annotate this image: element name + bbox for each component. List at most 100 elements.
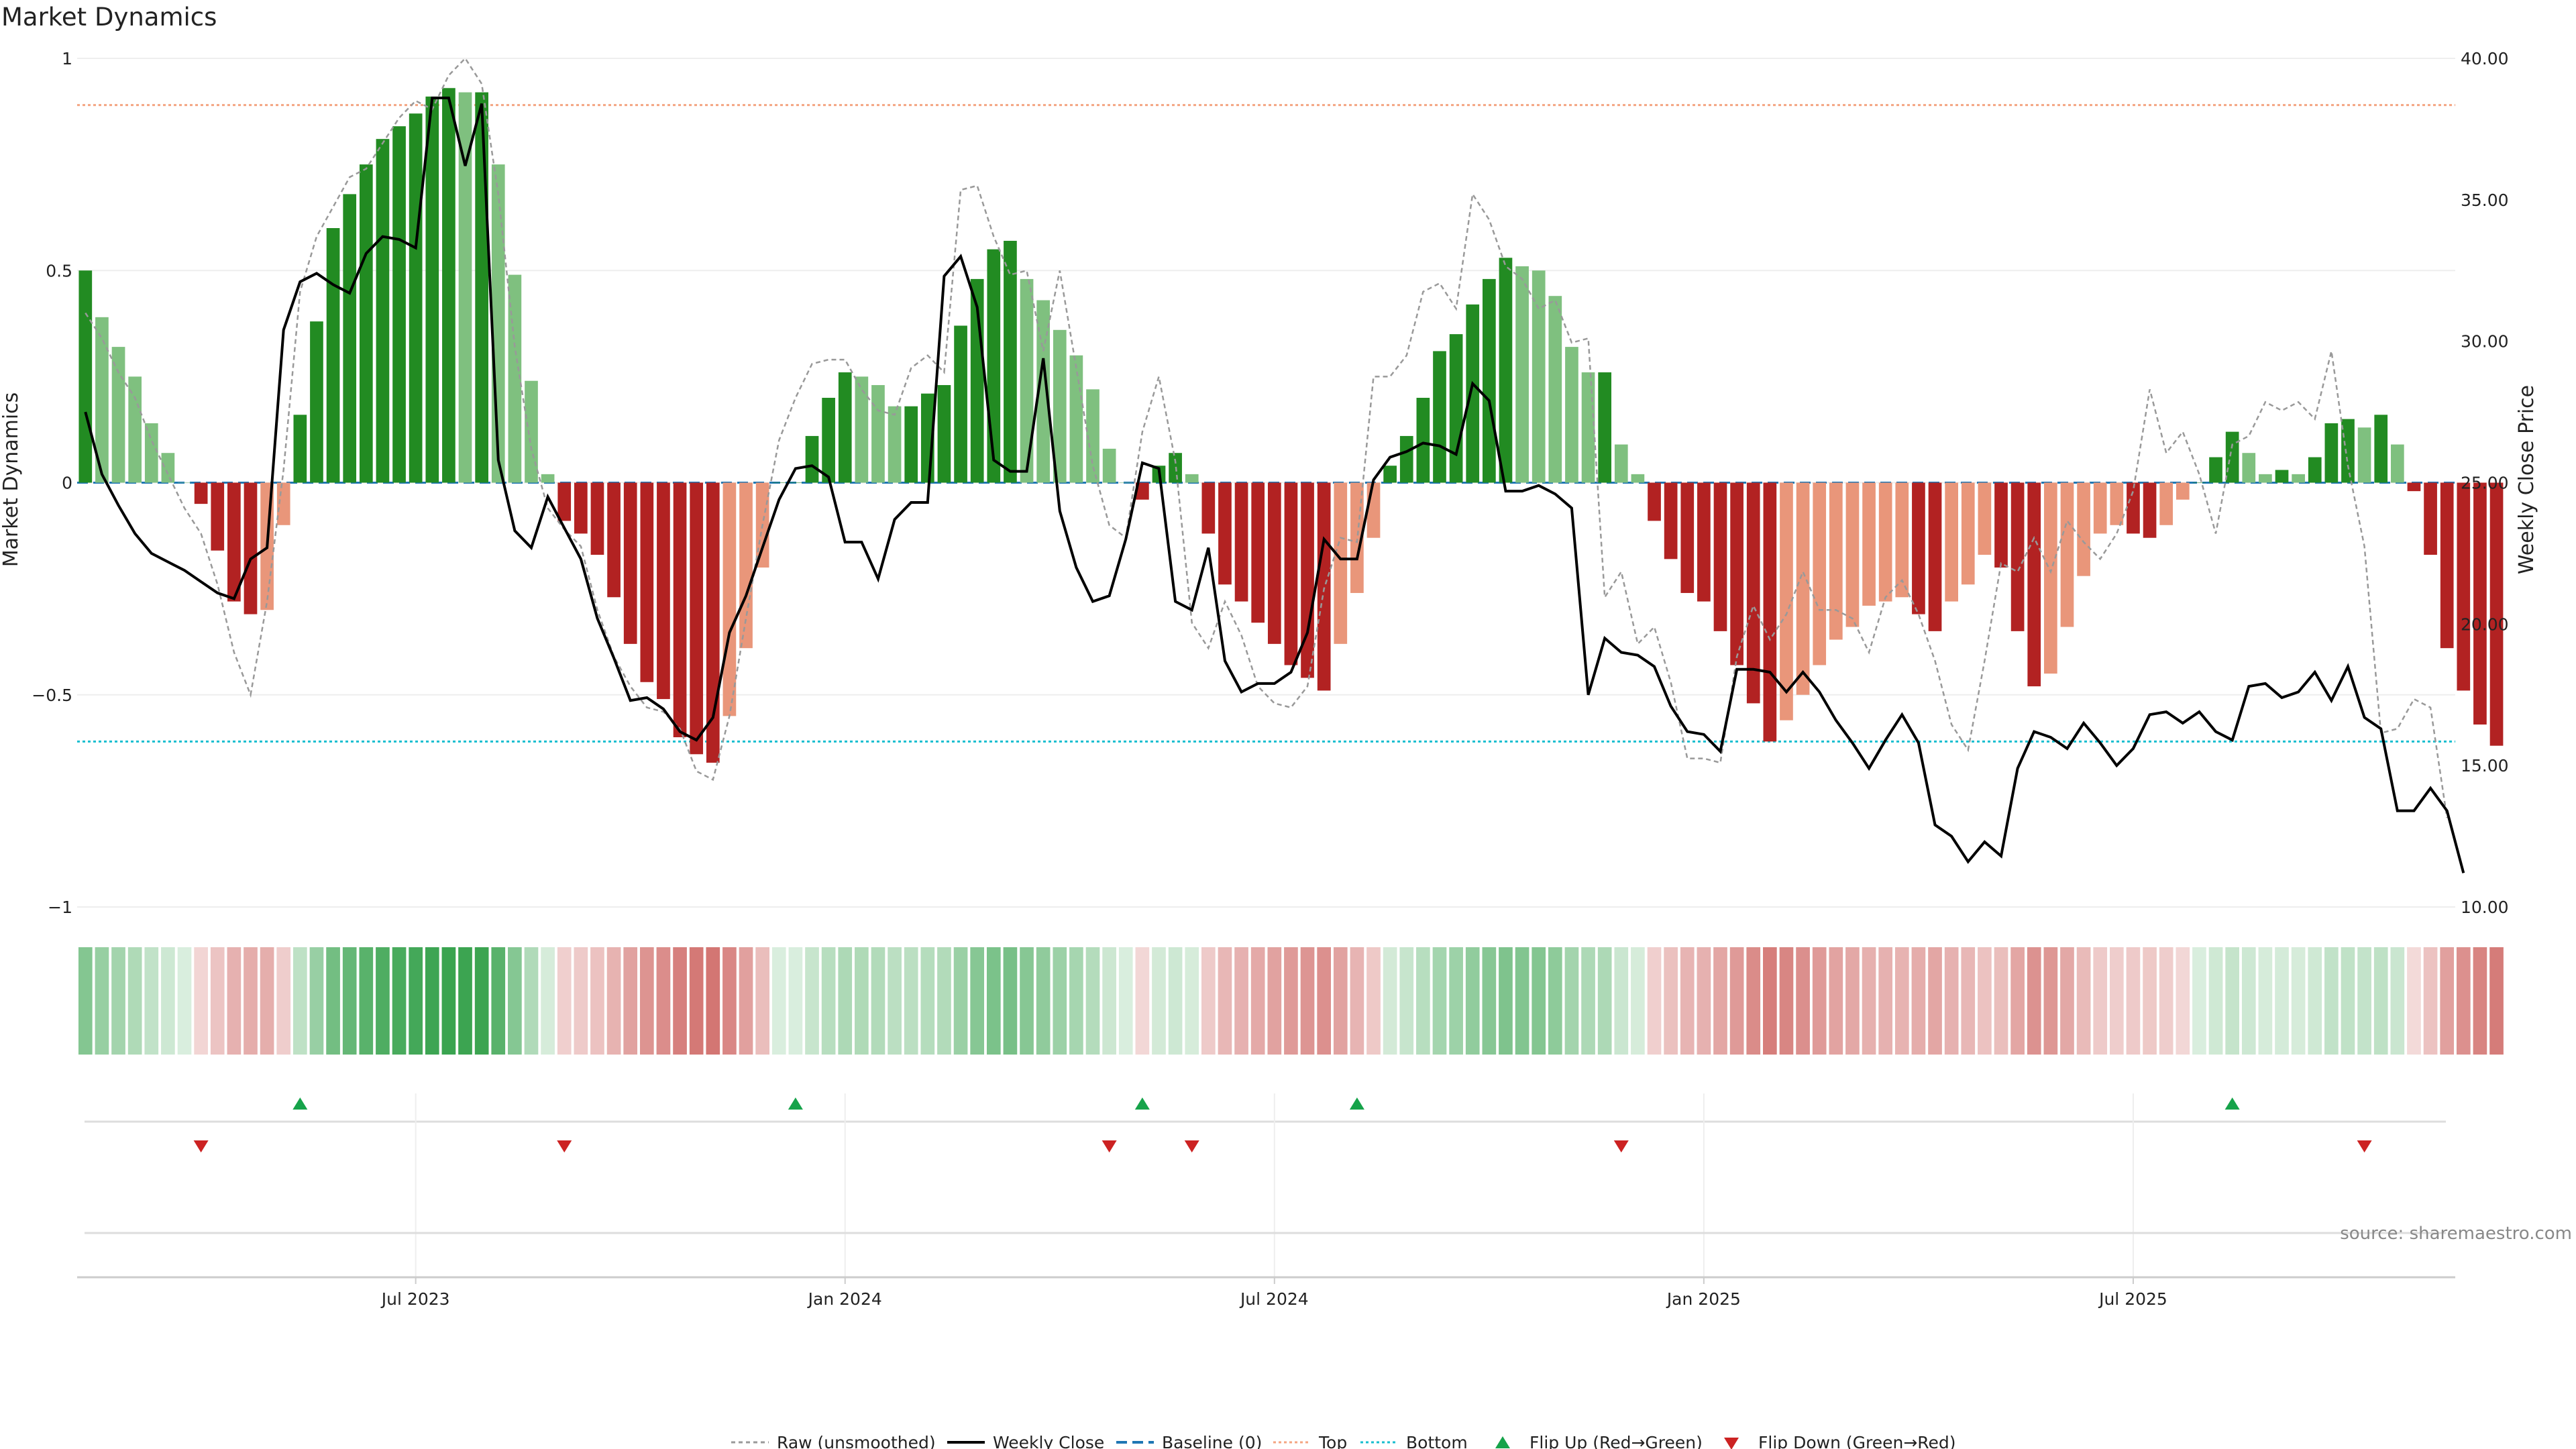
flip-up-marker bbox=[2224, 1097, 2240, 1110]
momentum-bar bbox=[525, 380, 538, 483]
heat-cell bbox=[1185, 947, 1199, 1055]
triangle-down-icon bbox=[1724, 1438, 1739, 1449]
momentum-bar bbox=[623, 482, 637, 644]
momentum-bar bbox=[78, 270, 93, 483]
momentum-bar bbox=[1086, 389, 1099, 483]
heat-cell bbox=[2423, 947, 2438, 1055]
momentum-bar bbox=[2077, 482, 2090, 576]
momentum-bar bbox=[1730, 482, 1743, 665]
heat-cell bbox=[2308, 947, 2322, 1055]
flip-down-marker bbox=[1613, 1140, 1629, 1152]
heat-cell bbox=[2109, 947, 2124, 1055]
heat-cell bbox=[2093, 947, 2108, 1055]
momentum-bar bbox=[1780, 482, 1793, 720]
left-tick-label: 1 bbox=[62, 49, 72, 68]
svg-text:Flip Up (Red→Green): Flip Up (Red→Green) bbox=[1529, 1433, 1703, 1449]
momentum-bar bbox=[1284, 482, 1298, 665]
heat-cell bbox=[904, 947, 918, 1055]
heat-cell bbox=[1250, 947, 1265, 1055]
momentum-bar bbox=[2242, 453, 2256, 483]
chart-title: Market Dynamics bbox=[1, 3, 217, 32]
momentum-bar bbox=[822, 398, 835, 483]
momentum-bar bbox=[392, 126, 406, 483]
heat-cell bbox=[1515, 947, 1529, 1055]
momentum-bar bbox=[1598, 372, 1612, 483]
momentum-bar bbox=[1680, 482, 1695, 593]
momentum-bar bbox=[2292, 474, 2305, 483]
momentum-bar bbox=[789, 482, 802, 483]
heat-cell bbox=[557, 947, 572, 1055]
heat-cell bbox=[2192, 947, 2206, 1055]
momentum-bar bbox=[310, 321, 323, 483]
heat-cell bbox=[1366, 947, 1381, 1055]
momentum-bar bbox=[1466, 304, 1480, 483]
momentum-bar bbox=[1267, 482, 1281, 644]
heat-cell bbox=[689, 947, 704, 1055]
heat-cell bbox=[2208, 947, 2223, 1055]
heat-cell bbox=[1978, 947, 1992, 1055]
heat-cell bbox=[2258, 947, 2273, 1055]
heat-cell bbox=[1284, 947, 1298, 1055]
momentum-bar bbox=[1102, 448, 1116, 483]
momentum-bar bbox=[1334, 482, 1348, 644]
heat-cell bbox=[1829, 947, 1843, 1055]
momentum-bar bbox=[1433, 351, 1446, 483]
heat-cell bbox=[458, 947, 472, 1055]
momentum-bar bbox=[111, 347, 125, 483]
heat-cell bbox=[1647, 947, 1662, 1055]
heat-cell bbox=[1102, 947, 1116, 1055]
left-tick-label: 0.5 bbox=[46, 261, 72, 280]
momentum-bar bbox=[657, 482, 670, 700]
momentum-bar bbox=[2093, 482, 2107, 534]
heat-cell bbox=[1729, 947, 1744, 1055]
heat-cell bbox=[474, 947, 489, 1055]
svg-text:Top: Top bbox=[1318, 1433, 1347, 1449]
momentum-bar bbox=[739, 482, 753, 649]
momentum-bar bbox=[2374, 415, 2388, 483]
momentum-bar bbox=[1317, 482, 1331, 691]
heat-cell bbox=[2225, 947, 2239, 1055]
heat-cell bbox=[1218, 947, 1232, 1055]
momentum-bar bbox=[293, 415, 307, 483]
left-tick-label: 0 bbox=[62, 474, 72, 493]
momentum-bar bbox=[1136, 482, 1149, 500]
heat-cell bbox=[1499, 947, 1513, 1055]
momentum-bar bbox=[1069, 355, 1083, 483]
momentum-bar bbox=[128, 376, 142, 483]
momentum-bar bbox=[1565, 347, 1578, 483]
flip-up-marker bbox=[788, 1097, 803, 1110]
momentum-bar bbox=[1746, 482, 1760, 704]
left-axis: 1 0.5 0 −0.5 −1 bbox=[32, 49, 72, 917]
heat-cell bbox=[95, 947, 109, 1055]
momentum-bar bbox=[1994, 482, 2008, 568]
x-tick-label: Jul 2024 bbox=[1239, 1289, 1309, 1309]
heat-cell bbox=[937, 947, 951, 1055]
right-tick-label: 40.00 bbox=[2461, 49, 2509, 68]
heat-cell bbox=[1680, 947, 1695, 1055]
momentum-bar bbox=[1515, 266, 1529, 483]
heat-cell bbox=[574, 947, 588, 1055]
momentum-bar bbox=[1928, 482, 1942, 631]
momentum-bar bbox=[326, 228, 340, 483]
x-tick-label: Jul 2023 bbox=[380, 1289, 450, 1309]
momentum-bar bbox=[343, 194, 357, 483]
heat-cell bbox=[771, 947, 786, 1055]
heat-cell bbox=[2357, 947, 2371, 1055]
momentum-bar bbox=[805, 435, 819, 483]
momentum-bar bbox=[1053, 329, 1067, 483]
momentum-bar bbox=[2010, 482, 2025, 631]
heat-cell bbox=[2373, 947, 2388, 1055]
momentum-bar bbox=[359, 164, 373, 483]
heat-cell bbox=[1597, 947, 1612, 1055]
flip-panel-gridlines bbox=[415, 1093, 2134, 1277]
momentum-bar bbox=[1763, 482, 1777, 742]
momentum-bar bbox=[1416, 398, 1430, 483]
momentum-bar bbox=[1862, 482, 1876, 606]
heat-cell bbox=[1746, 947, 1761, 1055]
svg-text:Raw (unsmoothed): Raw (unsmoothed) bbox=[777, 1433, 936, 1449]
heat-cell bbox=[1614, 947, 1629, 1055]
heat-cell bbox=[2126, 947, 2141, 1055]
heat-cell bbox=[1350, 947, 1364, 1055]
momentum-bar bbox=[904, 406, 918, 483]
